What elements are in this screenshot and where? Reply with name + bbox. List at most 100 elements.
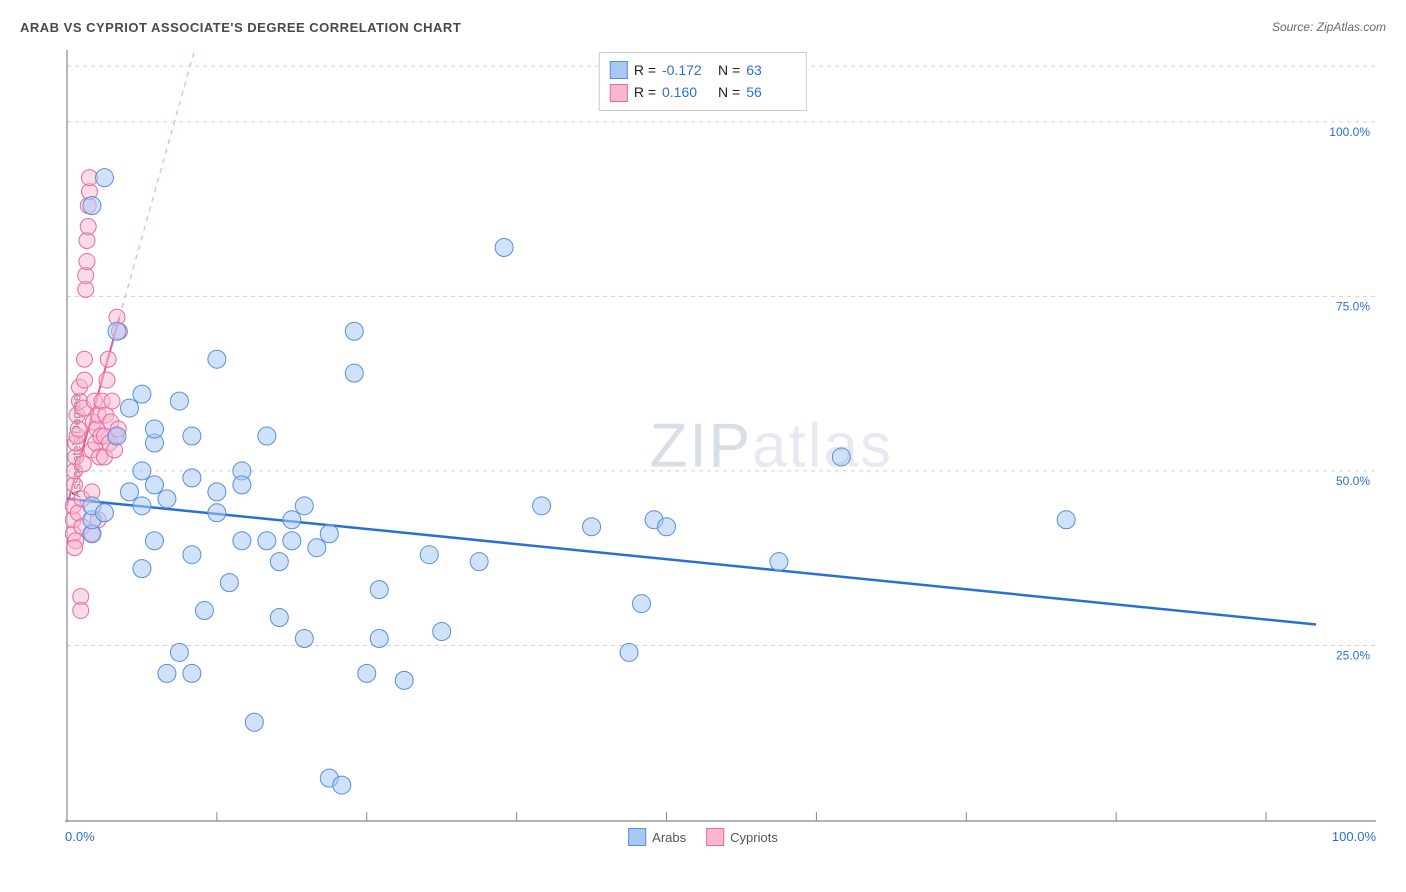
- scatter-point-arab: [95, 169, 113, 187]
- scatter-point-arab: [133, 560, 151, 578]
- scatter-point-arab: [208, 483, 226, 501]
- scatter-point-arab: [183, 664, 201, 682]
- legend-swatch-arabs-icon: [628, 828, 646, 846]
- scatter-point-arab: [433, 622, 451, 640]
- n-value-arabs: 63: [746, 59, 796, 81]
- legend-swatch-cypriots: [610, 84, 628, 102]
- scatter-point-arab: [258, 427, 276, 445]
- scatter-point-arab: [308, 539, 326, 557]
- scatter-point-cypriot: [100, 351, 116, 367]
- legend-item-cypriots: Cypriots: [706, 828, 778, 846]
- scatter-point-arab: [283, 511, 301, 529]
- scatter-point-arab: [233, 532, 251, 550]
- scatter-point-cypriot: [73, 603, 89, 619]
- scatter-point-arab: [395, 671, 413, 689]
- scatter-point-arab: [420, 546, 438, 564]
- scatter-point-arab: [183, 469, 201, 487]
- scatter-point-arab: [283, 532, 301, 550]
- scatter-point-arab: [495, 238, 513, 256]
- scatter-point-cypriot: [79, 253, 95, 269]
- scatter-point-arab: [133, 385, 151, 403]
- scatter-point-arab: [333, 776, 351, 794]
- scatter-point-arab: [320, 525, 338, 543]
- scatter-point-arab: [370, 581, 388, 599]
- scatter-point-cypriot: [75, 456, 91, 472]
- scatter-point-arab: [345, 364, 363, 382]
- scatter-point-arab: [370, 629, 388, 647]
- n-value-cypriots: 56: [746, 81, 796, 103]
- scatter-point-cypriot: [76, 372, 92, 388]
- scatter-point-arab: [208, 504, 226, 522]
- scatter-point-arab: [108, 322, 126, 340]
- correlation-chart: ARAB VS CYPRIOT ASSOCIATE'S DEGREE CORRE…: [20, 20, 1386, 872]
- legend-label-cypriots: Cypriots: [730, 830, 778, 845]
- scatter-point-arab: [170, 392, 188, 410]
- scatter-point-arab: [158, 490, 176, 508]
- n-label: N =: [718, 81, 740, 103]
- y-tick-label: 100.0%: [1329, 125, 1370, 139]
- y-tick-label: 75.0%: [1336, 299, 1370, 313]
- scatter-point-arab: [583, 518, 601, 536]
- scatter-point-arab: [633, 595, 651, 613]
- scatter-point-arab: [345, 322, 363, 340]
- scatter-point-arab: [245, 713, 263, 731]
- scatter-point-arab: [832, 448, 850, 466]
- scatter-plot-svg: 25.0% 50.0% 75.0% 100.0%: [65, 50, 1376, 822]
- scatter-point-arab: [133, 462, 151, 480]
- r-label: R =: [634, 59, 656, 81]
- x-axis-min-label: 0.0%: [65, 829, 95, 844]
- chart-title: ARAB VS CYPRIOT ASSOCIATE'S DEGREE CORRE…: [20, 20, 461, 35]
- legend-stats: R = -0.172 N = 63 R = 0.160 N = 56: [599, 52, 807, 111]
- n-label: N =: [718, 59, 740, 81]
- scatter-point-arab: [358, 664, 376, 682]
- legend-item-arabs: Arabs: [628, 828, 686, 846]
- scatter-point-arab: [108, 427, 126, 445]
- scatter-point-arab: [270, 553, 288, 571]
- scatter-point-cypriot: [70, 421, 86, 437]
- scatter-point-arab: [183, 427, 201, 445]
- scatter-point-cypriot: [104, 393, 120, 409]
- chart-source: Source: ZipAtlas.com: [1272, 20, 1386, 34]
- scatter-point-arab: [145, 476, 163, 494]
- scatter-point-arab: [95, 504, 113, 522]
- scatter-point-arab: [145, 420, 163, 438]
- scatter-point-arab: [145, 532, 163, 550]
- legend-swatch-cypriots-icon: [706, 828, 724, 846]
- scatter-point-arab: [170, 643, 188, 661]
- scatter-point-arab: [470, 553, 488, 571]
- scatter-point-cypriot: [80, 219, 96, 235]
- scatter-point-arab: [195, 602, 213, 620]
- legend-label-arabs: Arabs: [652, 830, 686, 845]
- legend-stats-row: R = 0.160 N = 56: [610, 81, 796, 103]
- r-value-arabs: -0.172: [662, 59, 712, 81]
- r-value-cypriots: 0.160: [662, 81, 712, 103]
- r-label: R =: [634, 81, 656, 103]
- legend-series: Arabs Cypriots: [628, 828, 778, 846]
- scatter-point-arab: [1057, 511, 1075, 529]
- scatter-point-arab: [158, 664, 176, 682]
- y-tick-label: 50.0%: [1336, 474, 1370, 488]
- scatter-point-arab: [220, 574, 238, 592]
- scatter-point-arab: [120, 399, 138, 417]
- scatter-point-arab: [533, 497, 551, 515]
- scatter-point-arab: [658, 518, 676, 536]
- scatter-point-cypriot: [99, 372, 115, 388]
- scatter-point-arab: [295, 497, 313, 515]
- plot-area: 25.0% 50.0% 75.0% 100.0%: [65, 50, 1376, 822]
- x-axis-max-label: 100.0%: [1332, 829, 1376, 844]
- scatter-point-arab: [270, 609, 288, 627]
- scatter-point-cypriot: [76, 351, 92, 367]
- legend-stats-row: R = -0.172 N = 63: [610, 59, 796, 81]
- scatter-point-arab: [770, 553, 788, 571]
- y-tick-label: 25.0%: [1336, 648, 1370, 662]
- scatter-point-arab: [233, 476, 251, 494]
- scatter-point-arab: [620, 643, 638, 661]
- scatter-point-cypriot: [66, 540, 82, 556]
- scatter-point-arab: [120, 483, 138, 501]
- scatter-point-arab: [83, 197, 101, 215]
- scatter-point-arab: [133, 497, 151, 515]
- scatter-point-arab: [258, 532, 276, 550]
- scatter-point-arab: [208, 350, 226, 368]
- scatter-point-arab: [295, 629, 313, 647]
- scatter-point-arab: [183, 546, 201, 564]
